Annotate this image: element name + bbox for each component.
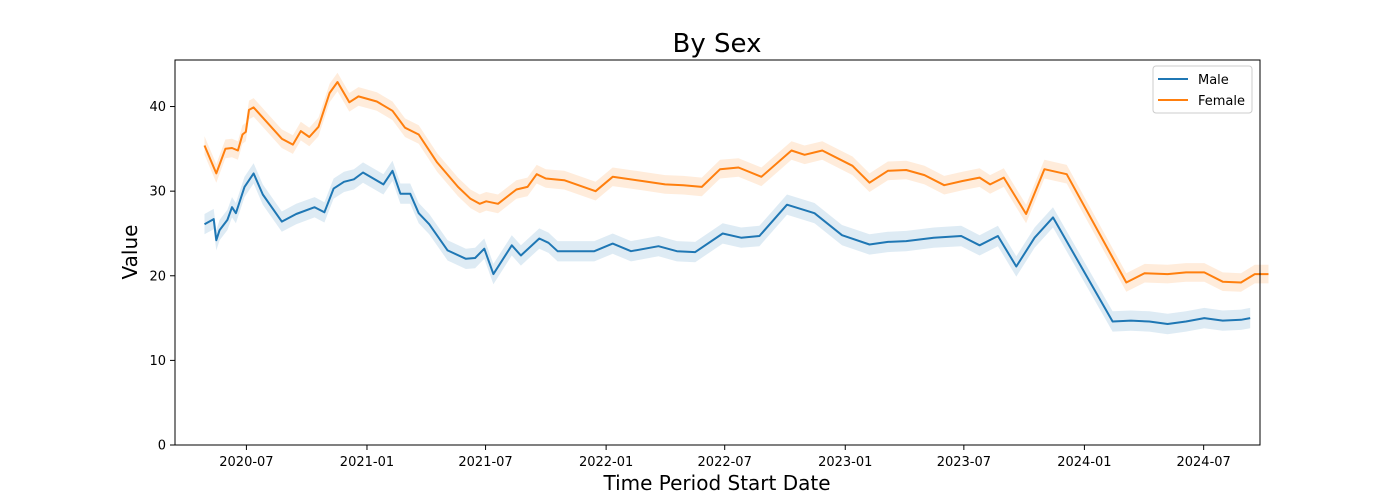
y-tick-label: 0: [158, 439, 166, 454]
x-tick-label: 2022-07: [698, 455, 752, 470]
y-tick-label: 20: [149, 269, 166, 284]
x-tick-label: 2023-07: [937, 455, 991, 470]
x-axis-label: Time Period Start Date: [602, 471, 830, 495]
plot-frame: [174, 59, 1261, 446]
legend-box: [1152, 65, 1253, 114]
x-tick-label: 2021-07: [458, 455, 512, 470]
x-tick-label: 2020-07: [219, 455, 273, 470]
confidence-bands: [204, 72, 1269, 335]
series-line-female: [203, 81, 1269, 284]
x-tick-label: 2021-01: [340, 455, 394, 470]
x-tick-label: 2024-07: [1176, 455, 1230, 470]
y-tick-label: 40: [149, 100, 166, 115]
x-axis: 2020-07 2021-01 2021-07 2022-01 2022-07 2023-…: [219, 445, 1231, 470]
chart-title: By Sex: [673, 29, 762, 59]
y-tick-label: 10: [149, 354, 166, 369]
legend-label-male: Male: [1198, 73, 1229, 88]
x-tick-label: 2024-01: [1057, 455, 1111, 470]
legend: Male Female: [1152, 65, 1253, 114]
y-axis: 0 10 20 30 40: [149, 100, 175, 454]
x-tick-label: 2022-01: [579, 455, 633, 470]
series-line-male: [204, 169, 1251, 325]
legend-label-female: Female: [1198, 94, 1245, 109]
series-band-female: [204, 72, 1269, 292]
series-band-male: [204, 160, 1251, 335]
y-tick-label: 30: [149, 185, 166, 200]
y-axis-label: Value: [118, 225, 142, 280]
series-lines: [203, 81, 1269, 325]
x-tick-label: 2023-01: [818, 455, 872, 470]
